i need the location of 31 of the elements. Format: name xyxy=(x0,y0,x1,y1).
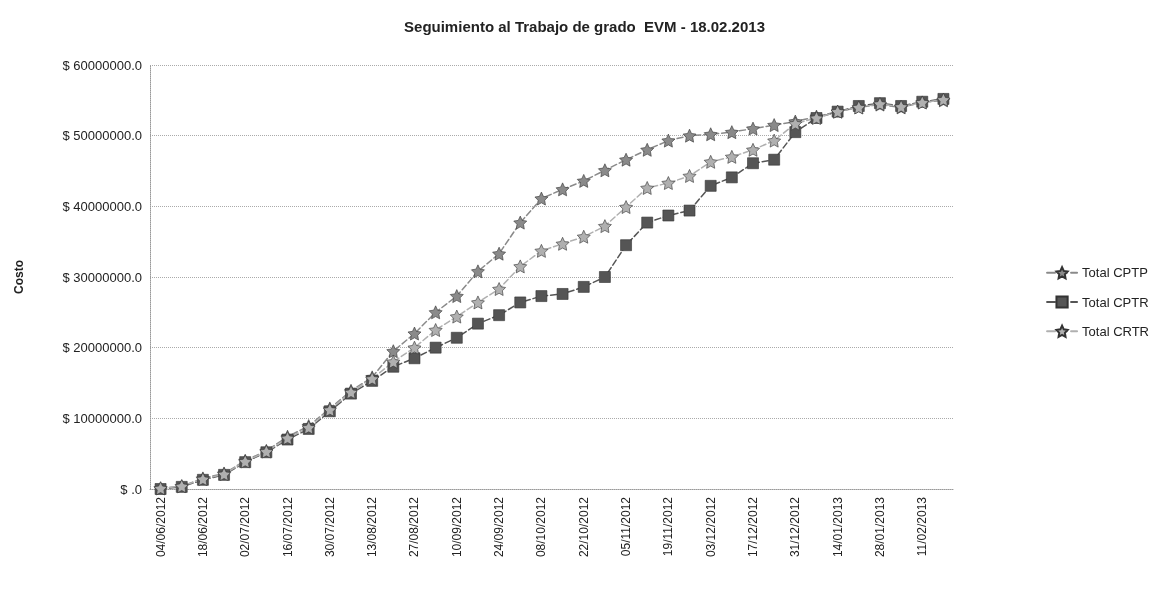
x-tick-label: 30/07/2012 xyxy=(322,496,337,558)
x-tick-label: 27/08/2012 xyxy=(407,496,422,558)
y-axis-title: Costo xyxy=(12,260,26,294)
x-tick-label: 31/12/2012 xyxy=(788,496,803,558)
y-tick-label: $ 50000000.0 xyxy=(62,128,142,144)
x-tick-label: 11/02/2013 xyxy=(915,496,930,557)
x-tick-label: 22/10/2012 xyxy=(576,496,591,558)
y-tick-label: $ 30000000.0 xyxy=(62,269,142,285)
y-tick-label: $ 60000000.0 xyxy=(62,57,142,73)
x-tick-label: 13/08/2012 xyxy=(365,496,380,558)
x-tick-label: 14/01/2013 xyxy=(830,496,845,558)
chart-title: Seguimiento al Trabajo de grado EVM - 18.02.2013 xyxy=(404,18,765,35)
x-tick-label: 28/01/2013 xyxy=(872,496,887,558)
y-tick-label: $ 20000000.0 xyxy=(62,340,142,356)
x-tick-label: 04/06/2012 xyxy=(153,496,168,558)
y-tick-label: $ .0 xyxy=(120,481,142,497)
x-tick-label: 17/12/2012 xyxy=(746,496,760,558)
y-tick-label: $ 40000000.0 xyxy=(62,198,142,214)
x-tick-label: 05/11/2012 xyxy=(619,496,634,557)
x-tick-label: 19/11/2012 xyxy=(661,496,676,557)
x-tick-label: 03/12/2012 xyxy=(703,496,718,558)
x-tick-label: 10/09/2012 xyxy=(449,496,464,558)
y-tick-label: $ 10000000.0 xyxy=(62,410,142,426)
legend-label: Total CRTR xyxy=(1082,323,1150,339)
x-tick-label: 16/07/2012 xyxy=(280,496,295,558)
x-tick-label: 08/10/2012 xyxy=(534,496,549,558)
x-tick-label: 02/07/2012 xyxy=(238,496,253,558)
x-tick-label: 18/06/2012 xyxy=(195,496,210,558)
legend-label: Total CPTR xyxy=(1082,294,1149,310)
x-tick-label: 24/09/2012 xyxy=(492,496,507,558)
legend-label: Total CPTP xyxy=(1082,265,1148,281)
